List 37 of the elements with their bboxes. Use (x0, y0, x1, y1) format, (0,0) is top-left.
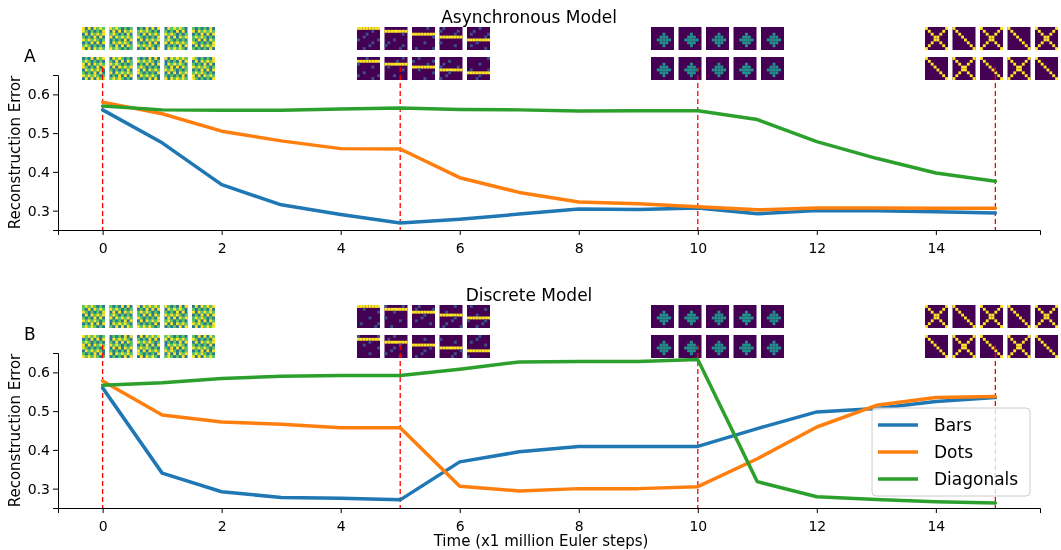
line-series (100, 104, 998, 183)
y-tick-label: 0.4 (27, 163, 51, 180)
y-axis-title: Reconstruction Error (6, 74, 24, 230)
text: B (24, 324, 36, 344)
x-tick-label: 2 (217, 240, 227, 257)
x-tick-label: 12 (808, 240, 827, 257)
chart-title: Discrete Model (465, 285, 593, 305)
y-tick-label: 0.3 (27, 202, 50, 219)
x-tick-label: 4 (336, 240, 346, 257)
x-tick-label: 0 (98, 518, 108, 535)
y-axis-title: Reconstruction Error (6, 352, 24, 508)
text: A (24, 46, 36, 66)
x-tick-label: 6 (455, 518, 465, 535)
legend-label: Bars (934, 415, 973, 435)
x-tick-label: 4 (336, 518, 346, 535)
x-axis-title: Time (x1 million Euler steps) (432, 532, 649, 550)
x-tick-label: 8 (574, 240, 584, 257)
y-tick-label: 0.3 (27, 480, 50, 497)
x-tick-label: 14 (927, 240, 946, 257)
x-tick-label: 10 (689, 240, 708, 257)
x-tick-label: 0 (98, 240, 108, 257)
y-tick-label: 0.4 (27, 441, 51, 458)
x-tick-label: 14 (927, 518, 946, 535)
x-tick-label: 10 (689, 518, 708, 535)
line-series (100, 108, 998, 225)
y-tick-label: 0.5 (27, 125, 50, 142)
y-tick-label: 0.6 (27, 86, 51, 103)
y-tick-label: 0.5 (27, 403, 50, 420)
chart-title: Asynchronous Model (441, 7, 617, 27)
legend-label: Dots (934, 442, 974, 462)
legend-label: Diagonals (934, 469, 1019, 489)
line-series (100, 100, 998, 212)
x-tick-label: 6 (455, 240, 465, 257)
y-tick-label: 0.6 (27, 364, 51, 381)
x-tick-label: 12 (808, 518, 827, 535)
x-tick-label: 8 (574, 518, 584, 535)
x-tick-label: 2 (217, 518, 227, 535)
